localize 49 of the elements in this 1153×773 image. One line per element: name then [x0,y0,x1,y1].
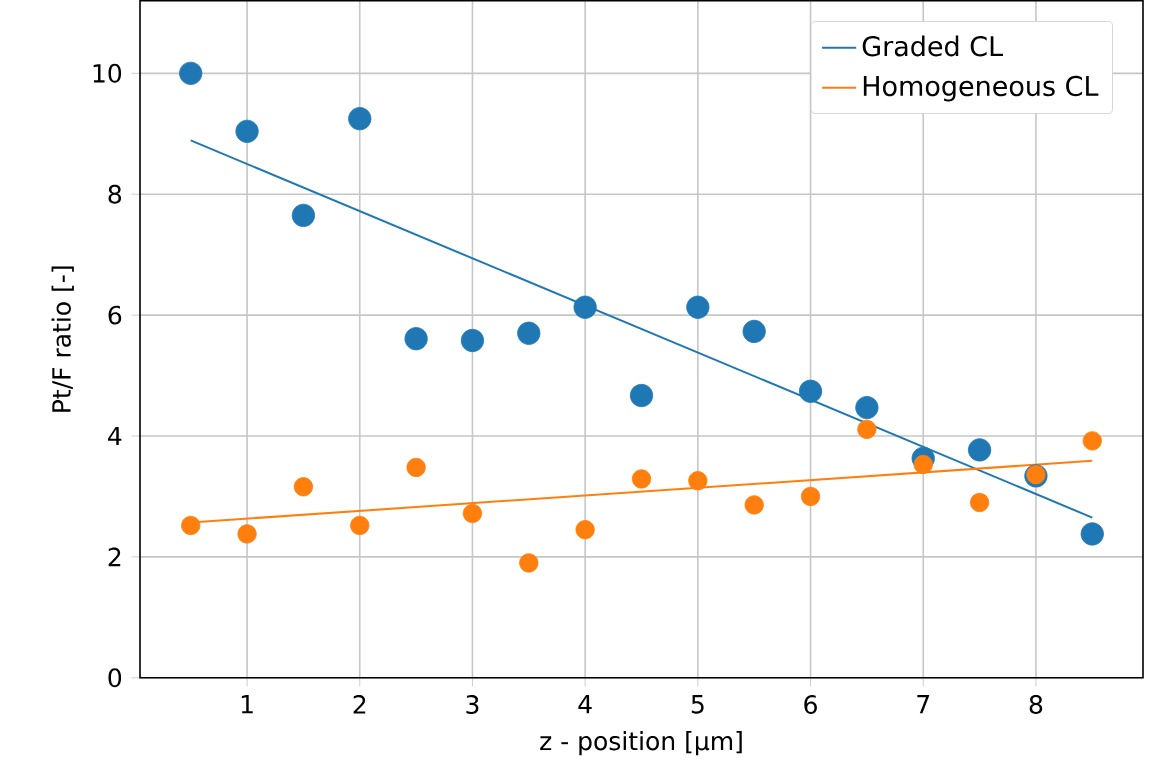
point [404,327,428,351]
x-tick-label: 4 [578,695,592,714]
point [237,524,257,544]
legend-label: Graded CL [862,35,1003,57]
point [517,321,541,345]
y-tick-label: 0 [108,668,122,688]
point [350,515,370,536]
point [1082,431,1102,451]
point [575,520,595,540]
point [857,419,877,440]
point [969,493,990,513]
point [686,295,710,319]
point [348,107,372,131]
legend-label: Homogeneous CL [863,75,1099,102]
y-tick-label: 10 [93,63,122,83]
x-tick-label: 3 [466,695,479,715]
x-tick-label: 8 [1029,695,1043,715]
x-tick-label: 5 [691,695,704,714]
point [291,203,316,228]
point [235,119,259,144]
point [293,477,314,497]
point [573,295,597,319]
point [967,438,992,462]
x-axis-title: z - position [µm] [540,731,742,756]
point [462,503,483,524]
point [800,486,821,507]
point [460,329,485,353]
point [913,454,933,475]
point [855,396,879,420]
point [744,495,764,515]
point [181,515,201,536]
x-tick-label: 2 [353,695,366,714]
y-tick-label: 6 [108,305,122,325]
point [519,553,539,573]
x-tick-label: 6 [804,695,817,715]
y-tick-label: 4 [108,426,122,446]
point [406,457,426,478]
x-tick-label: 1 [241,695,253,714]
point [742,319,766,344]
point [1080,522,1104,546]
y-axis-title: Pt/F ratio [-] [51,266,74,412]
y-tick-label: 2 [108,547,121,567]
x-tick-label: 7 [917,695,930,714]
point [631,469,652,489]
point [629,384,654,408]
point [688,471,708,491]
point [798,379,823,403]
point [179,61,203,86]
y-tick-label: 8 [108,184,122,204]
